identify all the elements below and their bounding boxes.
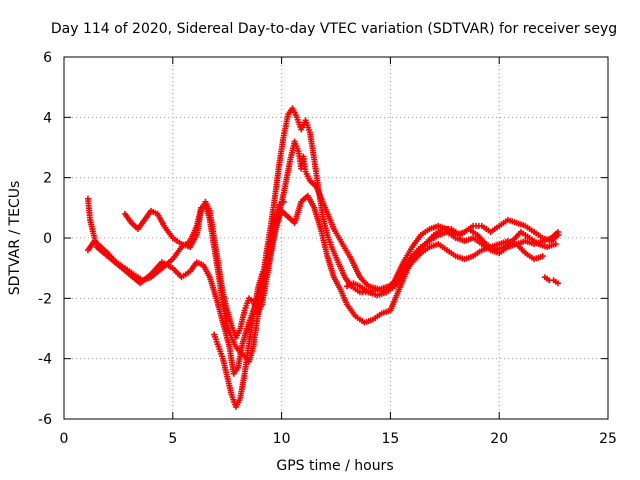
x-tick-label: 10 — [273, 431, 291, 447]
y-axis-label: SDTVAR / TECUs — [7, 181, 23, 296]
chart-title: Day 114 of 2020, Sidereal Day-to-day VTE… — [51, 21, 617, 37]
x-tick-label: 15 — [381, 431, 399, 447]
axis-ticks — [63, 56, 609, 420]
data-point — [554, 231, 561, 238]
x-tick-label: 25 — [599, 431, 617, 447]
x-tick-labels: 0 5 10 15 20 25 — [60, 431, 617, 447]
data-point — [280, 198, 287, 205]
data-point — [539, 253, 546, 260]
x-axis-label: GPS time / hours — [276, 458, 393, 474]
x-tick-label: 20 — [490, 431, 508, 447]
data-series — [84, 105, 561, 410]
series-track-D — [211, 198, 287, 410]
data-point — [552, 241, 559, 248]
series-track-A — [84, 138, 561, 377]
x-tick-label: 0 — [60, 431, 69, 447]
series-track-F — [541, 274, 561, 287]
y-tick-label: 0 — [43, 231, 52, 247]
y-tick-label: -4 — [38, 352, 52, 368]
y-tick-label: 2 — [43, 171, 52, 187]
data-point — [554, 280, 561, 287]
series-track-E — [343, 216, 561, 299]
y-tick-label: 4 — [43, 110, 52, 126]
y-tick-label: -6 — [38, 412, 52, 428]
y-tick-label: -2 — [38, 291, 52, 307]
y-tick-labels: -6 -4 -2 0 2 4 6 — [38, 50, 52, 428]
y-tick-label: 6 — [43, 50, 52, 66]
x-tick-label: 5 — [168, 431, 177, 447]
